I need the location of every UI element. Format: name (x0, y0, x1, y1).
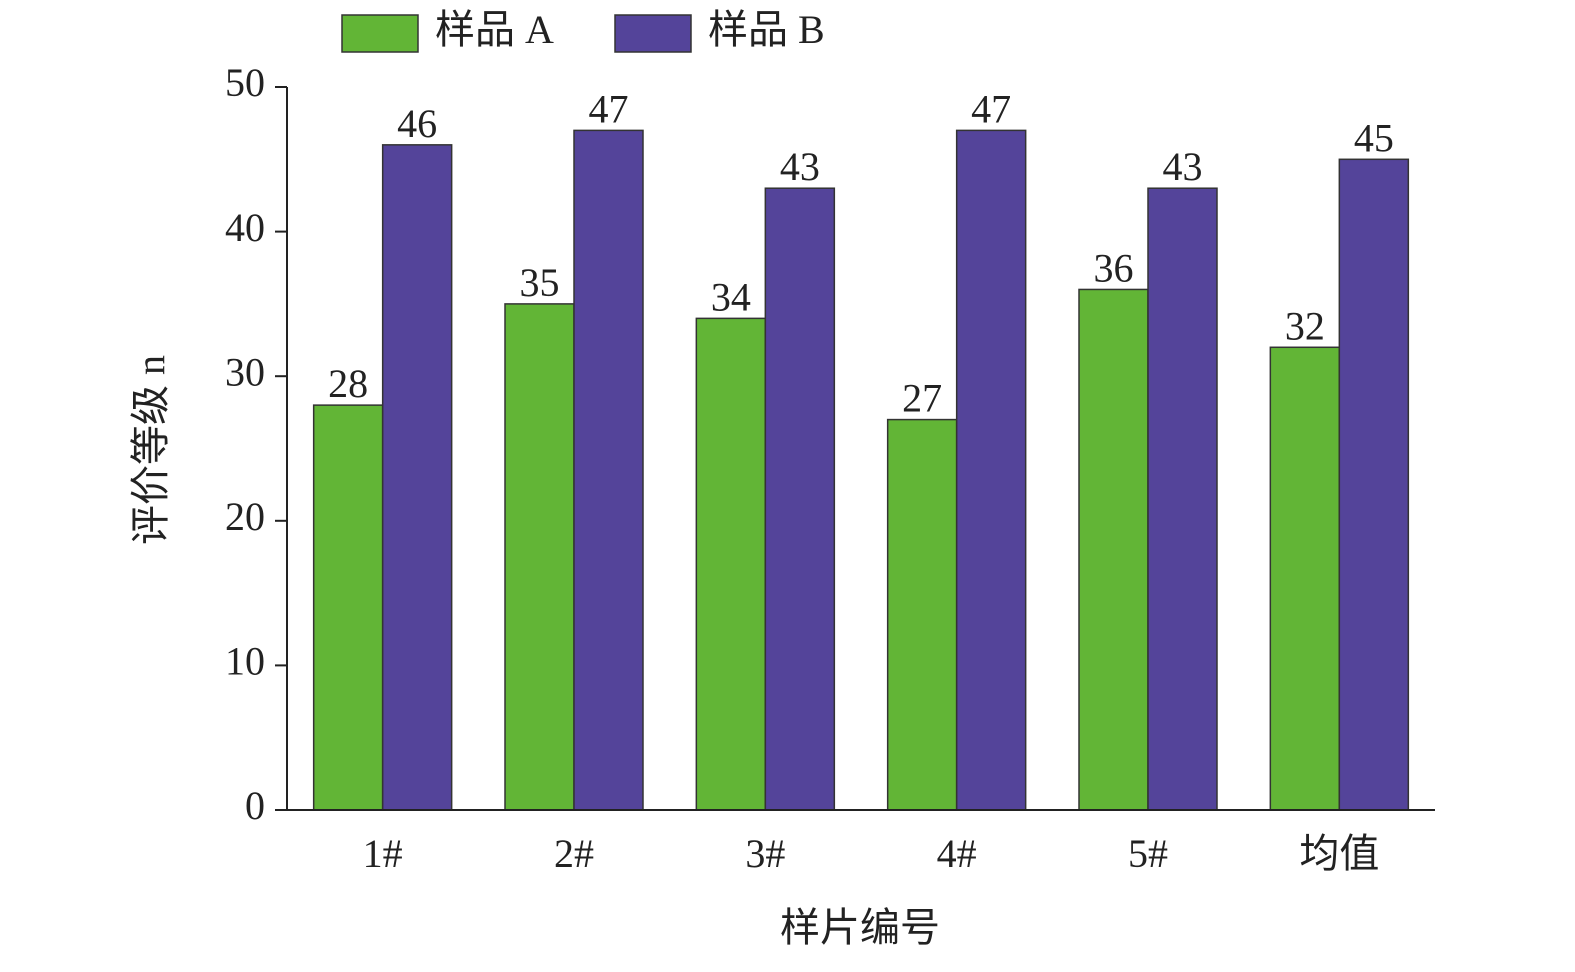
value-label: 43 (1163, 144, 1203, 189)
value-label: 27 (902, 376, 942, 421)
bar (955, 129, 1027, 811)
bar (573, 129, 644, 811)
legend-swatch (614, 14, 692, 53)
x-tick-label: 5# (1128, 831, 1168, 876)
value-label: 45 (1354, 115, 1394, 160)
x-tick-label: 2# (554, 831, 594, 876)
value-label: 34 (711, 274, 751, 319)
bar (1147, 187, 1218, 811)
value-label: 32 (1285, 303, 1325, 348)
value-label: 46 (397, 101, 437, 146)
value-label: 43 (780, 144, 820, 189)
y-tick-label: 40 (225, 205, 265, 250)
bar (764, 187, 836, 811)
value-label: 36 (1094, 245, 1134, 290)
legend-swatch (341, 14, 419, 53)
x-axis-title: 样片编号 (780, 905, 940, 950)
bar (312, 404, 384, 811)
x-tick-label: 均值 (1299, 831, 1379, 876)
legend-label: 样品 A (435, 7, 554, 52)
value-label: 35 (520, 260, 560, 305)
y-tick-label: 30 (225, 349, 265, 394)
bar (1269, 346, 1341, 811)
bar (504, 303, 575, 811)
x-tick-label: 1# (363, 831, 403, 876)
x-tick-label: 4# (937, 831, 977, 876)
y-axis-title: 评价等级 n (128, 355, 173, 545)
bar (1078, 288, 1149, 811)
y-tick-label: 0 (245, 783, 265, 828)
bar (695, 317, 767, 811)
value-label: 47 (971, 86, 1011, 131)
x-tick-label: 3# (745, 831, 785, 876)
legend-label: 样品 B (708, 7, 825, 52)
y-tick-label: 20 (225, 494, 265, 539)
bar (1338, 158, 1410, 811)
value-label: 28 (328, 361, 368, 406)
bar (381, 144, 453, 811)
y-tick-label: 50 (225, 60, 265, 105)
bar (886, 418, 958, 811)
value-label: 47 (589, 86, 629, 131)
y-tick-label: 10 (225, 639, 265, 684)
